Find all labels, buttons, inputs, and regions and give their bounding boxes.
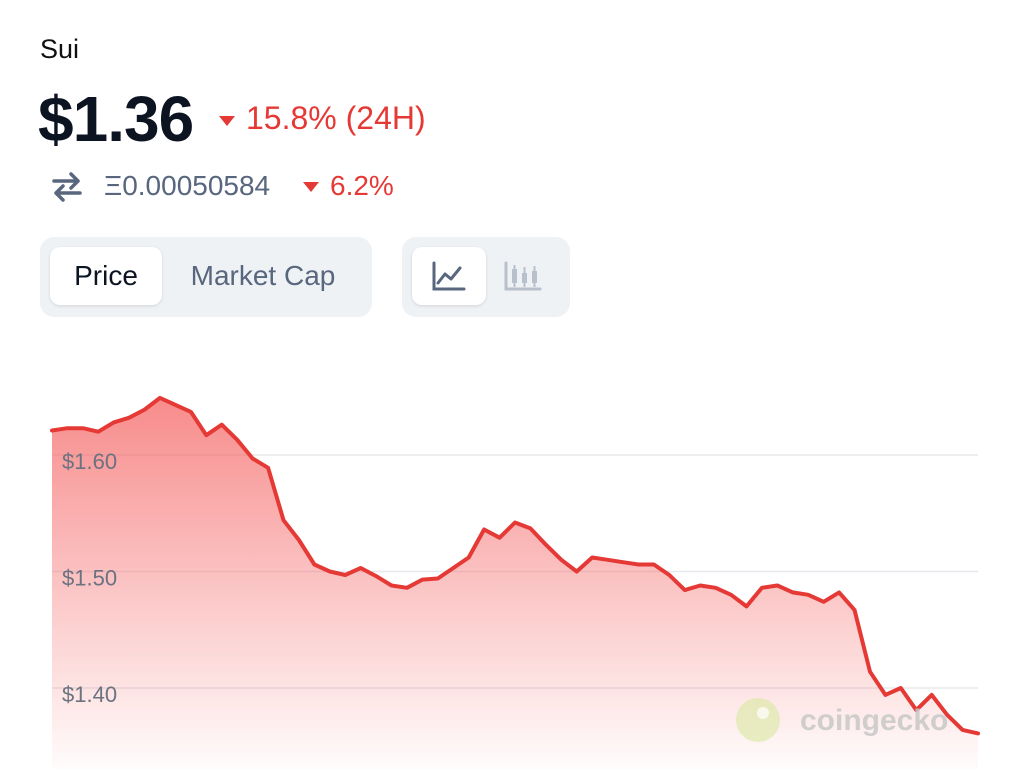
price-change: 15.8% (24H) (246, 100, 426, 136)
market-cap-tab[interactable]: Market Cap (190, 260, 336, 291)
watermark-logo (736, 698, 780, 742)
area-fill (52, 397, 978, 770)
eth-change: 6.2% (330, 170, 394, 201)
line-chart-icon (432, 261, 466, 291)
down-arrow (219, 116, 235, 126)
down-arrow (303, 182, 319, 192)
price: $1.36 (38, 83, 194, 155)
price-line (50, 395, 980, 736)
candle-chart-button[interactable] (494, 247, 560, 305)
eth-price: Ξ0.00050584 (104, 170, 271, 201)
candle-chart-icon (504, 261, 542, 291)
coin-name: Sui (40, 34, 80, 64)
convert-icon (52, 172, 82, 202)
price-tab[interactable]: Price (50, 247, 162, 305)
y-tick-label: $1.40 (62, 682, 117, 707)
watermark-logo-eye (757, 707, 769, 719)
watermark: coingecko (800, 704, 948, 737)
y-tick-label: $1.50 (62, 565, 117, 590)
line-chart-button[interactable] (412, 247, 486, 305)
y-tick-label: $1.60 (62, 449, 117, 474)
